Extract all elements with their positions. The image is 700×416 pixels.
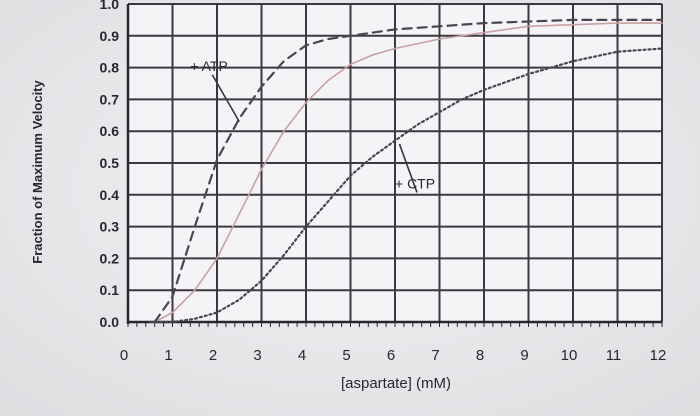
x-tick-label: 7 (431, 347, 439, 364)
y-tick-label: 1.0 (100, 0, 120, 12)
gridlines (128, 3, 663, 322)
y-tick-label: 0.5 (100, 155, 120, 171)
annotation-arrow (398, 143, 418, 193)
y-tick-label: 0.9 (100, 28, 120, 44)
x-tick-label: 1 (164, 347, 172, 364)
data-series (149, 18, 664, 324)
x-axis-label: [aspartate] (mM) (341, 375, 451, 392)
annotations: + ATP + CTP (190, 58, 435, 193)
x-tick-label: 11 (606, 347, 622, 364)
x-tick-label: 0 (120, 347, 128, 364)
x-tick-label: 3 (253, 347, 261, 364)
curve-ctp (149, 47, 664, 324)
x-tick-label: 10 (561, 347, 578, 364)
annotation-ctp: + CTP (395, 175, 435, 191)
y-axis-label: Fraction of Maximum Velocity (30, 79, 45, 263)
y-tick-label: 0.2 (100, 250, 120, 266)
curve-no-effector (153, 22, 663, 323)
annotation-arrow (211, 74, 240, 123)
x-tick-label: 8 (476, 347, 484, 364)
x-tick-label: 9 (520, 347, 528, 364)
y-tick-label: 0.4 (100, 187, 120, 203)
y-tick-label: 0.0 (100, 314, 120, 330)
x-tick-label: 6 (387, 347, 395, 364)
x-tick-label: 5 (342, 347, 350, 364)
y-tick-label: 0.7 (100, 91, 120, 107)
annotation-atp: + ATP (190, 58, 227, 74)
y-tick-label: 0.8 (100, 60, 120, 76)
x-tick-label: 4 (298, 347, 306, 364)
x-tick-label: 2 (209, 347, 217, 364)
y-tick-label: 0.1 (100, 282, 120, 298)
y-tick-label: 0.3 (100, 219, 120, 235)
y-tick-label: 0.6 (100, 123, 120, 139)
x-tick-label: 12 (650, 347, 667, 364)
axes (126, 4, 663, 327)
curve-atp (153, 18, 664, 324)
tick-labels: 0 1 2 3 4 5 6 7 8 9 10 11 120.00.10.20.30.40.50.60.7… (100, 0, 667, 364)
